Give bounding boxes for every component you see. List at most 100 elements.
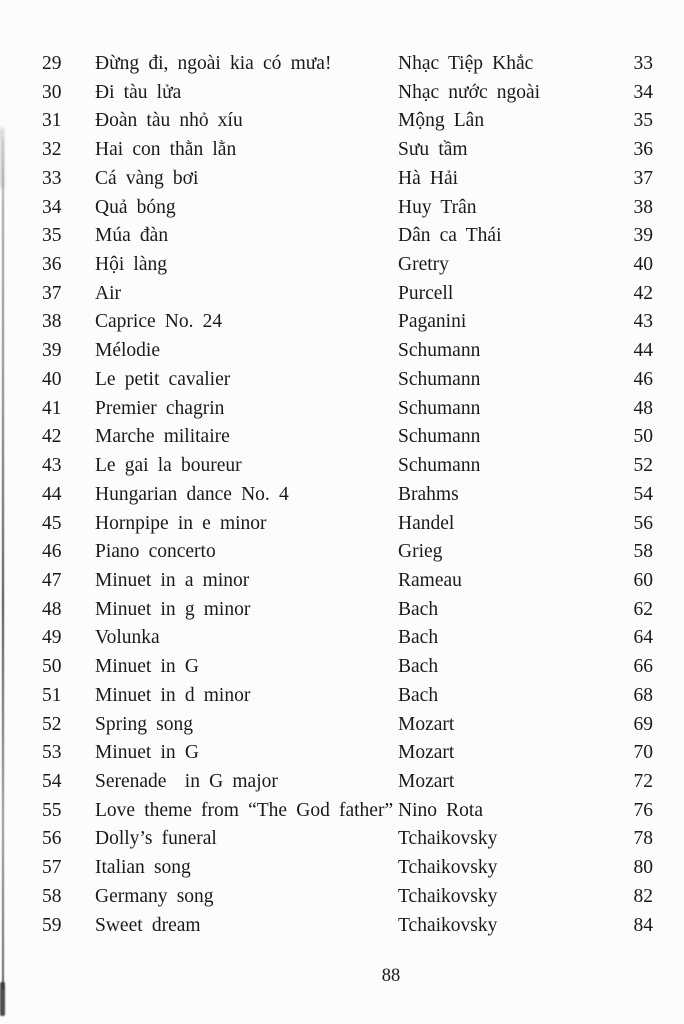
row-page: 48 <box>633 397 654 419</box>
row-number: 38 <box>42 311 62 333</box>
row-title: Volunka <box>95 627 160 649</box>
row-title: Love theme from “The God father” <box>95 799 394 821</box>
table-row: 47 Minuet in a minor Rameau 60 <box>42 567 653 596</box>
row-title: Serenade in G major <box>95 770 278 792</box>
row-composer: Grieg <box>398 541 443 563</box>
row-composer: Mozart <box>398 713 455 735</box>
row-composer: Dân ca Thái <box>398 225 502 247</box>
row-title: Caprice No. 24 <box>95 311 223 333</box>
row-composer: Schumann <box>398 455 481 477</box>
table-row: 38 Caprice No. 24 Paganini 43 <box>42 308 653 337</box>
row-composer: Nhạc Tiệp Khắc <box>398 53 534 74</box>
scan-blob-artifact <box>0 982 5 1016</box>
row-composer: Schumann <box>398 340 481 362</box>
row-title: Hai con thằn lằn <box>95 139 237 161</box>
row-number: 48 <box>42 598 62 620</box>
row-title: Minuet in a minor <box>95 569 250 591</box>
row-composer: Schumann <box>398 426 481 448</box>
row-title: Marche militaire <box>95 426 230 448</box>
row-number: 55 <box>42 799 62 821</box>
row-number: 31 <box>42 110 62 132</box>
table-row: 31 Đoàn tàu nhỏ xíu Mộng Lân 35 <box>42 107 653 136</box>
row-composer: Paganini <box>398 311 467 333</box>
table-row: 30 Đi tàu lửa Nhạc nước ngoài 34 <box>42 79 653 108</box>
row-page: 68 <box>633 684 654 706</box>
table-row: 54 Serenade in G major Mozart 72 <box>42 768 653 797</box>
row-title: Premier chagrin <box>95 397 225 419</box>
row-title: Air <box>95 282 121 304</box>
row-title: Minuet in G <box>95 742 199 764</box>
table-row: 48 Minuet in g minor Bach 62 <box>42 596 653 625</box>
row-number: 44 <box>42 483 62 505</box>
row-number: 36 <box>42 254 62 276</box>
row-number: 52 <box>42 713 62 735</box>
table-row: 58 Germany song Tchaikovsky 82 <box>42 883 653 912</box>
row-title: Le petit cavalier <box>95 368 231 390</box>
row-title: Le gai la boureur <box>95 455 242 477</box>
row-number: 33 <box>42 167 62 189</box>
table-row: 45 Hornpipe in e minor Handel 56 <box>42 510 653 539</box>
row-title: Germany song <box>95 885 214 907</box>
row-number: 46 <box>42 541 62 563</box>
row-number: 45 <box>42 512 62 534</box>
row-title: Cá vàng bơi <box>95 167 199 189</box>
row-composer: Tchaikovsky <box>398 885 498 907</box>
row-composer: Sưu tầm <box>398 139 468 161</box>
row-number: 41 <box>42 397 62 419</box>
row-title: Hội làng <box>95 254 167 276</box>
row-page: 42 <box>633 282 654 304</box>
page-number-footer: 88 <box>381 966 401 986</box>
row-composer: Mozart <box>398 742 455 764</box>
row-composer: Tchaikovsky <box>398 828 498 850</box>
row-page: 37 <box>633 167 654 189</box>
row-page: 40 <box>633 254 654 276</box>
table-row: 44 Hungarian dance No. 4 Brahms 54 <box>42 481 653 510</box>
table-row: 46 Piano concerto Grieg 58 <box>42 538 653 567</box>
row-number: 50 <box>42 656 62 678</box>
row-title: Mélodie <box>95 340 160 362</box>
row-page: 62 <box>633 598 654 620</box>
table-row: 57 Italian song Tchaikovsky 80 <box>42 854 653 883</box>
row-title: Đừng đi, ngoài kia có mưa! <box>95 53 332 74</box>
row-page: 38 <box>633 196 654 218</box>
row-number: 49 <box>42 627 62 649</box>
row-page: 72 <box>633 770 654 792</box>
row-number: 54 <box>42 770 62 792</box>
row-page: 52 <box>633 455 654 477</box>
row-title: Piano concerto <box>95 541 216 563</box>
row-number: 51 <box>42 684 62 706</box>
row-composer: Tchaikovsky <box>398 914 498 936</box>
table-row: 36 Hội làng Gretry 40 <box>42 251 653 280</box>
row-number: 39 <box>42 340 62 362</box>
table-row: 52 Spring song Mozart 69 <box>42 711 653 740</box>
table-row: 37 Air Purcell 42 <box>42 280 653 309</box>
row-composer: Rameau <box>398 569 462 591</box>
table-row: 50 Minuet in G Bach 66 <box>42 653 653 682</box>
row-title: Quả bóng <box>95 196 176 218</box>
row-page: 78 <box>633 828 654 850</box>
row-page: 76 <box>633 799 654 821</box>
table-row: 42 Marche militaire Schumann 50 <box>42 423 653 452</box>
row-composer: Bach <box>398 656 439 678</box>
row-number: 30 <box>42 81 62 103</box>
row-page: 39 <box>633 225 654 247</box>
table-row: 59 Sweet dream Tchaikovsky 84 <box>42 912 653 941</box>
row-number: 34 <box>42 196 62 218</box>
row-number: 58 <box>42 885 62 907</box>
row-number: 56 <box>42 828 62 850</box>
row-page: 66 <box>633 656 654 678</box>
row-title: Dolly’s funeral <box>95 828 217 850</box>
row-title: Múa đàn <box>95 225 169 247</box>
row-page: 70 <box>633 742 654 764</box>
row-page: 35 <box>633 110 654 132</box>
row-composer: Handel <box>398 512 455 534</box>
table-row: 43 Le gai la boureur Schumann 52 <box>42 452 653 481</box>
row-page: 60 <box>633 569 654 591</box>
table-row: 29 Đừng đi, ngoài kia có mưa! Nhạc Tiệp … <box>42 50 653 79</box>
row-title: Sweet dream <box>95 914 201 936</box>
row-composer: Schumann <box>398 397 481 419</box>
table-row: 51 Minuet in d minor Bach 68 <box>42 682 653 711</box>
row-composer: Bach <box>398 627 439 649</box>
row-composer: Nino Rota <box>398 799 483 821</box>
row-page: 36 <box>633 139 654 161</box>
